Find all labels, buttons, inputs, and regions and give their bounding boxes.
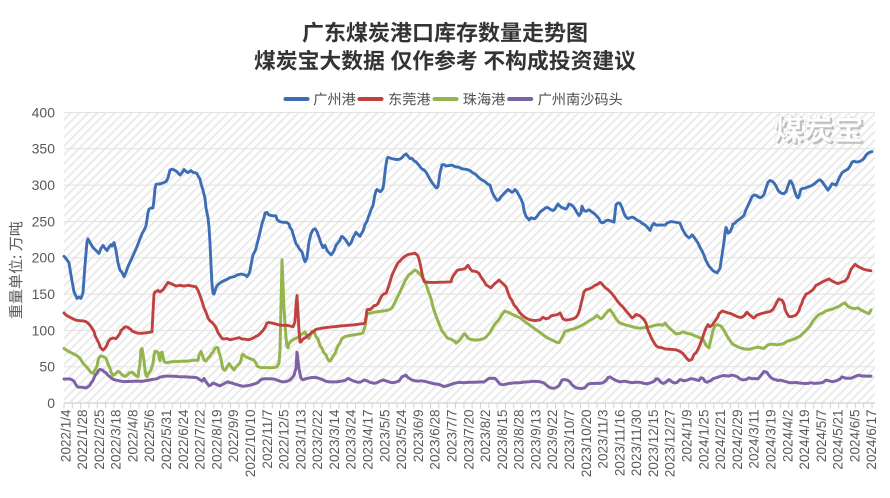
svg-text:2023/10/7: 2023/10/7 xyxy=(562,410,577,470)
svg-text:2023/5/5: 2023/5/5 xyxy=(377,410,392,463)
svg-text:2024/4/19: 2024/4/19 xyxy=(797,410,812,470)
svg-text:2024/3/11: 2024/3/11 xyxy=(747,410,762,469)
svg-text:2024/5/7: 2024/5/7 xyxy=(814,410,829,463)
svg-text:0: 0 xyxy=(47,395,55,411)
svg-text:2022/12/5: 2022/12/5 xyxy=(277,410,292,470)
svg-text:2022/3/18: 2022/3/18 xyxy=(109,410,124,470)
svg-text:2022/5/6: 2022/5/6 xyxy=(142,410,157,463)
svg-text:2022/8/19: 2022/8/19 xyxy=(209,410,224,470)
svg-text:100: 100 xyxy=(32,322,56,338)
svg-text:2023/9/22: 2023/9/22 xyxy=(545,410,560,470)
svg-text:2023/6/28: 2023/6/28 xyxy=(428,410,443,470)
svg-text:2023/8/28: 2023/8/28 xyxy=(512,410,527,470)
svg-text:2024/4/2: 2024/4/2 xyxy=(780,410,795,463)
svg-text:2022/1/28: 2022/1/28 xyxy=(75,410,90,470)
svg-text:2024/6/5: 2024/6/5 xyxy=(847,410,862,463)
svg-text:50: 50 xyxy=(39,359,55,375)
svg-text:2023/1/13: 2023/1/13 xyxy=(293,410,308,470)
svg-text:2022/1/4: 2022/1/4 xyxy=(58,409,73,462)
svg-text:2023/12/27: 2023/12/27 xyxy=(663,410,678,478)
svg-text:2022/2/25: 2022/2/25 xyxy=(92,410,107,470)
svg-text:2023/4/17: 2023/4/17 xyxy=(361,410,376,470)
svg-text:200: 200 xyxy=(32,250,56,266)
svg-text:2023/3/24: 2023/3/24 xyxy=(344,409,359,470)
svg-text:2024/3/19: 2024/3/19 xyxy=(764,410,779,470)
svg-text:2022/6/24: 2022/6/24 xyxy=(176,409,191,470)
svg-text:2022/5/31: 2022/5/31 xyxy=(159,410,174,470)
svg-text:150: 150 xyxy=(32,286,56,302)
svg-text:300: 300 xyxy=(32,177,56,193)
svg-text:2023/12/15: 2023/12/15 xyxy=(646,410,661,478)
svg-text:2023/5/24: 2023/5/24 xyxy=(394,409,409,470)
svg-text:2023/11/3: 2023/11/3 xyxy=(596,410,611,469)
svg-text:350: 350 xyxy=(32,141,56,157)
svg-text:2022/9/9: 2022/9/9 xyxy=(226,410,241,463)
svg-text:2024/1/9: 2024/1/9 xyxy=(680,410,695,463)
svg-text:2024/1/25: 2024/1/25 xyxy=(696,410,711,470)
svg-text:2022/11/7: 2022/11/7 xyxy=(260,410,275,469)
svg-text:2022/7/22: 2022/7/22 xyxy=(193,410,208,470)
svg-text:2023/11/16: 2023/11/16 xyxy=(612,410,627,477)
svg-text:2023/10/20: 2023/10/20 xyxy=(579,410,594,478)
svg-text:2023/11/30: 2023/11/30 xyxy=(629,410,644,477)
svg-text:2023/3/14: 2023/3/14 xyxy=(327,409,342,470)
svg-text:2023/8/2: 2023/8/2 xyxy=(478,410,493,463)
svg-text:2023/2/22: 2023/2/22 xyxy=(310,410,325,470)
svg-text:2023/9/13: 2023/9/13 xyxy=(528,410,543,470)
svg-text:2023/8/15: 2023/8/15 xyxy=(495,410,510,470)
svg-text:2023/7/7: 2023/7/7 xyxy=(445,410,460,463)
svg-text:2022/10/10: 2022/10/10 xyxy=(243,410,258,478)
svg-text:2024/6/17: 2024/6/17 xyxy=(864,410,879,470)
svg-text:2024/5/21: 2024/5/21 xyxy=(831,410,846,470)
svg-text:2023/6/9: 2023/6/9 xyxy=(411,410,426,463)
svg-text:400: 400 xyxy=(32,104,56,120)
svg-text:2024/2/21: 2024/2/21 xyxy=(713,410,728,470)
svg-text:250: 250 xyxy=(32,213,56,229)
svg-text:2022/4/8: 2022/4/8 xyxy=(126,410,141,463)
svg-text:2024/2/29: 2024/2/29 xyxy=(730,410,745,470)
svg-text:2023/7/20: 2023/7/20 xyxy=(461,410,476,470)
